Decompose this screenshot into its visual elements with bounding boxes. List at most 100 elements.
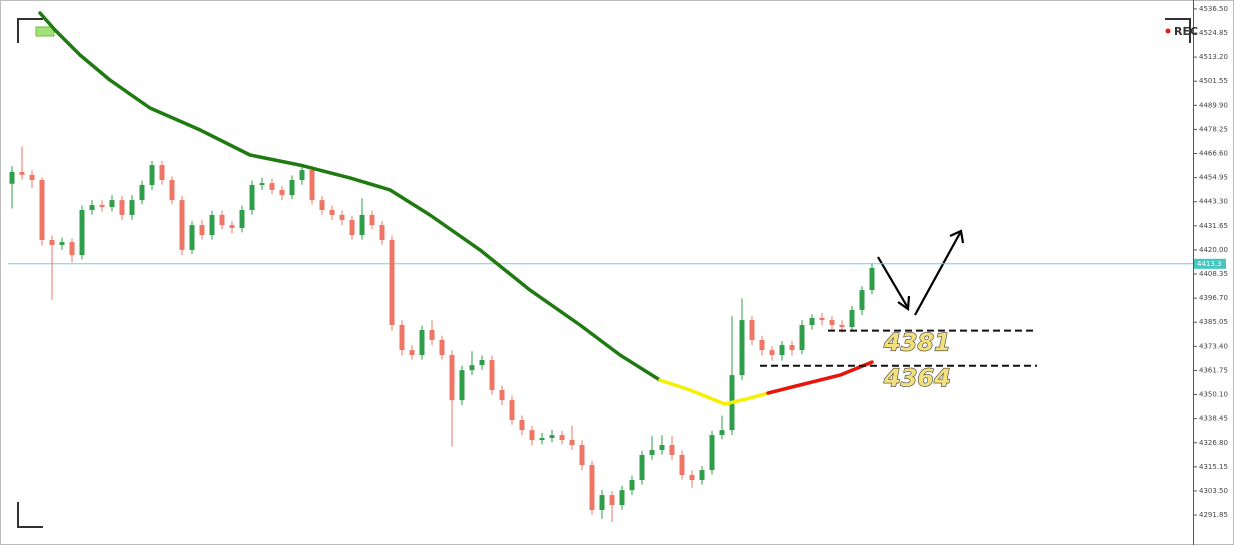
candle-body — [759, 339, 765, 351]
candle-body — [329, 210, 335, 215]
y-tick-label: 4326.80 — [1199, 439, 1228, 447]
y-tick-label: 4338.45 — [1199, 415, 1228, 423]
candle-body — [129, 200, 135, 215]
candle-body — [589, 465, 595, 510]
candle-body — [429, 330, 435, 340]
candle-body — [749, 320, 755, 340]
candle-body — [539, 438, 545, 441]
candle-body — [119, 200, 125, 215]
candle-body — [849, 309, 855, 328]
candle-body — [609, 495, 615, 506]
candle-body — [489, 360, 495, 390]
candle-body — [669, 445, 675, 455]
candle-body — [89, 205, 95, 210]
candle-body — [859, 290, 865, 310]
candle-body — [419, 330, 425, 356]
candle-body — [109, 200, 115, 208]
y-tick-label: 4431.65 — [1199, 222, 1228, 230]
candle-body — [379, 225, 385, 240]
status-icon — [35, 26, 55, 37]
candle-body — [179, 200, 185, 250]
candle-body — [209, 214, 215, 236]
candle-body — [9, 171, 15, 184]
candle-body — [799, 325, 805, 351]
y-tick-label: 4536.50 — [1199, 5, 1228, 13]
candle-body — [649, 450, 655, 455]
y-tick-label: 4513.20 — [1199, 53, 1228, 61]
y-tick-label: 4291.85 — [1199, 511, 1228, 519]
candle-body — [689, 475, 695, 480]
y-tick-label: 4361.75 — [1199, 366, 1228, 374]
candle-body — [699, 470, 705, 480]
candle-body — [289, 180, 295, 196]
arrows — [877, 229, 965, 316]
y-tick-label: 4350.10 — [1199, 391, 1228, 399]
y-tick-label: 4524.85 — [1199, 29, 1228, 37]
candle-body — [579, 445, 585, 466]
moving-average — [38, 11, 662, 382]
candle-body — [59, 242, 65, 245]
candle-body — [659, 445, 665, 450]
candle-body — [639, 454, 645, 480]
level-label: 4381 — [883, 329, 951, 357]
level-label: 4364 — [883, 364, 951, 392]
candle-body — [819, 318, 825, 321]
candle-body — [599, 495, 605, 510]
y-tick-label: 4315.15 — [1199, 463, 1228, 471]
candle-body — [459, 370, 465, 401]
candle-body — [629, 480, 635, 491]
candle-body — [469, 365, 475, 371]
candle-body — [199, 225, 205, 236]
candle-body — [509, 400, 515, 420]
candle-body — [719, 430, 725, 436]
y-tick-label: 4443.30 — [1199, 198, 1228, 206]
y-tick-label: 4303.50 — [1199, 487, 1228, 495]
last-price-box — [1194, 258, 1226, 269]
y-tick-label: 4373.40 — [1199, 342, 1228, 350]
candle-body — [449, 355, 455, 401]
last-price-tag: 4413.3 — [1194, 258, 1226, 269]
last-price-label: 4413.3 — [1197, 260, 1222, 268]
candle-body — [779, 345, 785, 356]
y-tick-label: 4396.70 — [1199, 294, 1228, 302]
y-tick-label: 4489.90 — [1199, 101, 1228, 109]
candle-body — [149, 165, 155, 185]
candle-body — [739, 320, 745, 376]
candle-body — [549, 435, 555, 438]
candle-body — [559, 435, 565, 441]
candle-body — [349, 219, 355, 236]
candle-body — [309, 170, 315, 201]
candle-body — [319, 200, 325, 210]
candle-body — [829, 320, 835, 326]
candle-body — [99, 205, 105, 208]
y-tick-label: 4420.00 — [1199, 246, 1228, 254]
y-tick-label: 4385.05 — [1199, 318, 1228, 326]
candle-body — [769, 350, 775, 356]
candle-body — [29, 174, 35, 180]
candle-body — [239, 210, 245, 228]
candle-body — [789, 345, 795, 351]
rec-label: REC — [1174, 25, 1198, 38]
candle-body — [479, 360, 485, 366]
candle-body — [339, 214, 345, 220]
candle-body — [569, 440, 575, 446]
y-tick-label: 4501.55 — [1199, 77, 1228, 85]
moving-average — [766, 360, 874, 395]
candle-body — [19, 171, 25, 175]
candle-body — [159, 165, 165, 180]
candle-body — [249, 184, 255, 210]
candle-body — [69, 242, 75, 256]
candle-body — [229, 225, 235, 228]
candle-body — [79, 210, 85, 256]
candle-body — [439, 339, 445, 356]
candle-body — [389, 240, 395, 326]
candle-body — [499, 390, 505, 401]
y-tick-label: 4408.35 — [1199, 270, 1228, 278]
candle-body — [369, 214, 375, 226]
candle-body — [679, 454, 685, 476]
candle-body — [709, 435, 715, 471]
candle-body — [839, 325, 845, 328]
candle-body — [519, 420, 525, 431]
